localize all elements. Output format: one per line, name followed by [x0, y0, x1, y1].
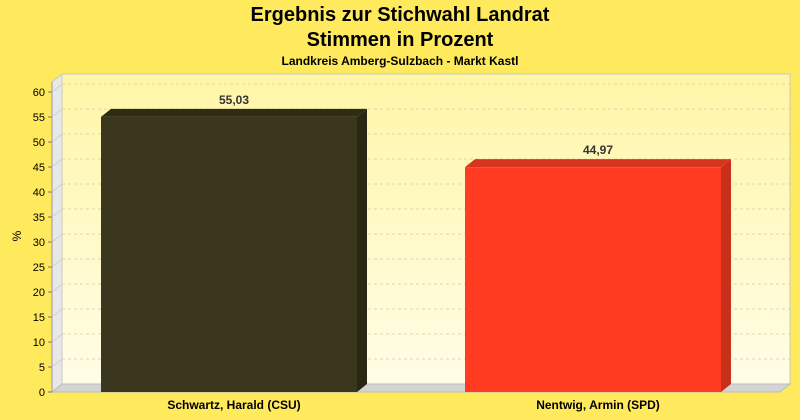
x-category-label: Schwartz, Harald (CSU)	[167, 398, 300, 412]
y-tick-label: 55	[33, 112, 45, 124]
bar-1	[101, 108, 367, 392]
chart-title-line2: Stimmen in Prozent	[306, 29, 494, 51]
y-tick-label: 20	[33, 287, 45, 299]
bar-top	[101, 108, 367, 117]
y-tick-label: 0	[39, 387, 45, 399]
grid-line-side	[51, 133, 63, 143]
y-tick-label: 45	[33, 162, 45, 174]
grid-line-side	[51, 83, 63, 93]
bar-side	[357, 108, 367, 392]
y-axis-label: %	[10, 230, 24, 241]
grid-line-side	[51, 183, 63, 193]
y-tick-label: 35	[33, 212, 45, 224]
bar-front	[101, 116, 357, 392]
y-tick-label: 10	[33, 337, 45, 349]
grid-line-side	[51, 108, 63, 118]
grid-line-side	[51, 208, 63, 218]
chart-title: Ergebnis zur Stichwahl Landrat	[250, 4, 550, 26]
bar-side	[721, 159, 731, 392]
chart-subtitle: Landkreis Amberg-Sulzbach - Markt Kastl	[281, 54, 519, 68]
bar-2	[465, 159, 731, 392]
x-category-label: Nentwig, Armin (SPD)	[536, 398, 660, 412]
grid-line-side	[51, 333, 63, 343]
bar-front	[465, 167, 721, 392]
y-tick-label: 60	[33, 87, 45, 99]
y-tick-label: 30	[33, 237, 45, 249]
data-label: 55,03	[219, 93, 249, 107]
bar-top	[465, 159, 731, 168]
grid-line-side	[51, 258, 63, 268]
grid-line-side	[51, 358, 63, 368]
plot-side-wall	[51, 72, 63, 394]
y-tick-label: 5	[39, 362, 45, 374]
grid-line-side	[51, 283, 63, 293]
y-tick-label: 25	[33, 262, 45, 274]
grid-line-side	[51, 233, 63, 243]
y-tick-label: 15	[33, 312, 45, 324]
y-tick-label: 50	[33, 137, 45, 149]
grid-line-side	[51, 158, 63, 168]
grid-line-side	[51, 308, 63, 318]
y-tick-label: 40	[33, 187, 45, 199]
data-label: 44,97	[583, 143, 613, 157]
